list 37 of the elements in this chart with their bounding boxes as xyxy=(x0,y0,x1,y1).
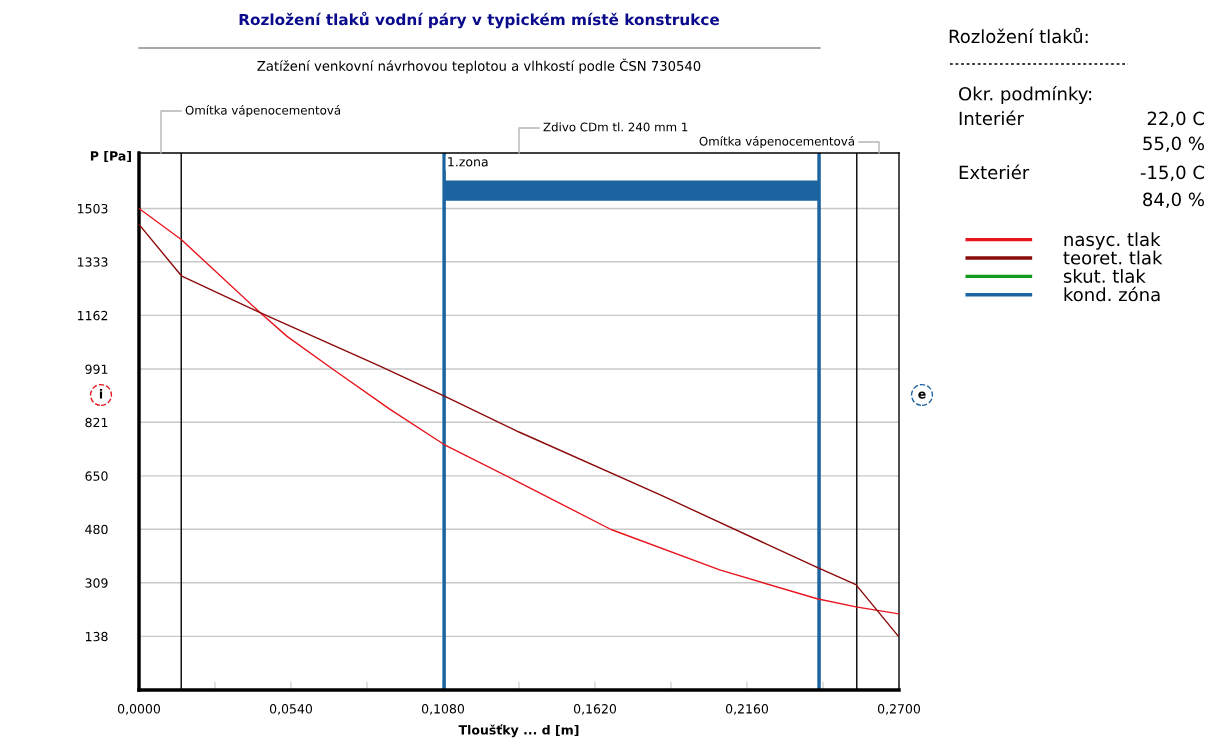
x-tick-label: 0,0540 xyxy=(269,704,313,715)
legend-label: skut. tlak xyxy=(1063,268,1146,283)
legend-label: nasyc. tlak xyxy=(1064,232,1161,250)
x-tick-label: 0,1620 xyxy=(573,704,617,715)
x-axis-title: Tloušťky ... d [m] xyxy=(458,724,579,738)
y-tick-label: 821 xyxy=(85,417,108,428)
text: Omítka vápenocementová xyxy=(185,105,340,117)
text: 84,0 % xyxy=(1143,192,1205,209)
y-tick-label: 480 xyxy=(85,524,108,535)
text: -15,0 C xyxy=(1140,165,1205,182)
x-tick-label: 0,1080 xyxy=(421,704,465,715)
y-tick-label: 309 xyxy=(85,578,108,588)
text: Exteriér xyxy=(959,164,1030,180)
text: 22,0 C xyxy=(1147,111,1205,128)
y-axis-title: P [Pa] xyxy=(90,150,131,163)
y-tick-label: 1503 xyxy=(78,203,108,214)
text: i xyxy=(99,388,103,399)
text: Rozložení tlaků: xyxy=(949,27,1088,44)
x-tick-label: 0,0000 xyxy=(117,704,161,715)
text: Interiér xyxy=(959,110,1024,126)
legend-label: kond. zóna xyxy=(1064,286,1160,302)
x-tick-label: 0,2700 xyxy=(877,704,921,715)
y-tick-label: 650 xyxy=(85,471,108,481)
y-tick-label: 1333 xyxy=(78,257,108,267)
y-tick-label: 1162 xyxy=(78,310,108,321)
y-tick-label: 138 xyxy=(85,631,108,642)
chart-subtitle: Zatížení venkovní návrhovou teplotou a vlhkostí podle ČSN 730540 xyxy=(257,58,701,74)
text: Omítka vápenocementová xyxy=(699,136,854,148)
annotation: 1.zona xyxy=(448,157,488,167)
chart-title: Rozložení tlaků vodní páry v typickém místě konstrukce xyxy=(239,11,720,29)
text: 55,0 % xyxy=(1143,136,1205,153)
text: e xyxy=(918,391,926,399)
y-tick-label: 991 xyxy=(85,364,108,374)
text: Zdivo CDm tl. 240 mm 1 xyxy=(543,122,688,132)
text: Okr. podmínky: xyxy=(959,85,1092,105)
x-tick-label: 0,2160 xyxy=(725,704,769,715)
legend-label: teoret. tlak xyxy=(1063,250,1163,265)
